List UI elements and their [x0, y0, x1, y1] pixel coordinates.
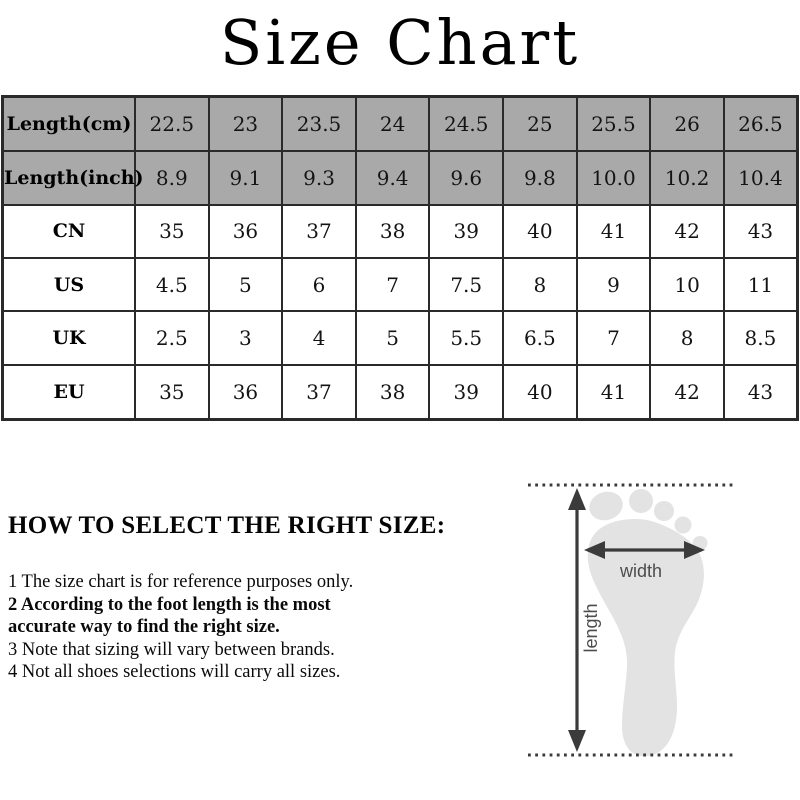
- how-to-heading: HOW TO SELECT THE RIGHT SIZE:: [8, 512, 446, 539]
- size-value-cell: 10.0: [575, 150, 652, 206]
- size-value-cell: 24.5: [428, 95, 505, 153]
- size-value-cell: 43: [722, 203, 799, 259]
- size-value-cell: 9.8: [502, 150, 578, 206]
- big-toe-shape: [589, 491, 623, 521]
- width-label: width: [619, 561, 662, 581]
- size-value-cell: 25.5: [575, 95, 652, 153]
- size-value-cell: 9.4: [354, 150, 431, 206]
- size-value-cell: 8: [502, 256, 578, 313]
- toe-shape: [654, 501, 674, 521]
- size-value-cell: 10.4: [722, 150, 799, 206]
- size-value-cell: 7: [354, 256, 431, 313]
- table-row: US 4.5 5 6 7 7.5 8 9 10 11: [1, 256, 799, 313]
- size-value-cell: 40: [502, 363, 578, 421]
- size-value-cell: 6: [281, 256, 357, 313]
- size-value-cell: 37: [281, 203, 357, 259]
- how-to-item-line: accurate way to find the right size.: [8, 617, 280, 637]
- how-to-item-line: 2 According to the foot length is the mo…: [8, 594, 331, 615]
- size-value-cell: 5: [354, 310, 431, 366]
- size-value-cell: 11: [722, 256, 799, 313]
- size-table-body: Length(cm) 22.5 23 23.5 24 24.5 25 25.5 26 26.5 Le…: [1, 95, 799, 421]
- foot-measurement-diagram: width length: [520, 460, 740, 800]
- toe-shape: [629, 489, 653, 513]
- row-label-cell: Length(cm): [1, 95, 136, 153]
- size-value-cell: 7: [575, 310, 652, 366]
- size-value-cell: 9.1: [207, 150, 284, 206]
- size-value-cell: 26: [649, 95, 725, 153]
- size-value-cell: 23: [207, 95, 284, 153]
- table-row: Length(cm) 22.5 23 23.5 24 24.5 25 25.5 26 26.5: [1, 95, 799, 153]
- width-arrow: [584, 541, 705, 559]
- how-to-item-line: 1 The size chart is for reference purpos…: [8, 572, 354, 592]
- size-value-cell: 38: [354, 363, 431, 421]
- size-value-cell: 26.5: [722, 95, 799, 153]
- size-value-cell: 5: [207, 256, 284, 313]
- size-value-cell: 38: [354, 203, 431, 259]
- size-value-cell: 4: [281, 310, 357, 366]
- row-label-cell: US: [1, 256, 136, 313]
- size-value-cell: 5.5: [428, 310, 505, 366]
- size-value-cell: 8.9: [134, 150, 210, 206]
- size-value-cell: 22.5: [134, 95, 210, 153]
- footprint-illustration: [587, 489, 708, 757]
- size-value-cell: 35: [134, 363, 210, 421]
- how-to-item: 2 According to the foot length is the mo…: [8, 594, 478, 639]
- row-label-cell: UK: [1, 310, 136, 366]
- size-value-cell: 8.5: [722, 310, 799, 366]
- table-row: Length(inch) 8.9 9.1 9.3 9.4 9.6 9.8 10.0 10.2 10…: [1, 150, 799, 206]
- size-value-cell: 37: [281, 363, 357, 421]
- size-value-cell: 10.2: [649, 150, 725, 206]
- size-value-cell: 39: [428, 363, 505, 421]
- size-value-cell: 10: [649, 256, 725, 313]
- how-to-list: 1 The size chart is for reference purpos…: [8, 571, 478, 684]
- table-row: EU 35 36 37 38 39 40 41 42 43: [1, 363, 799, 421]
- size-value-cell: 25: [502, 95, 578, 153]
- row-label-cell: CN: [1, 203, 136, 259]
- size-value-cell: 8: [649, 310, 725, 366]
- row-label-cell: Length(inch): [1, 150, 144, 206]
- row-label-cell: EU: [1, 363, 136, 421]
- toe-shape: [674, 516, 692, 534]
- size-value-cell: 24: [354, 95, 431, 153]
- length-arrow: [568, 488, 586, 752]
- size-value-cell: 43: [722, 363, 799, 421]
- page-title: Size Chart: [219, 6, 581, 79]
- size-value-cell: 36: [207, 363, 284, 421]
- size-value-cell: 41: [575, 363, 652, 421]
- how-to-item-line: 3 Note that sizing will vary between bra…: [8, 639, 335, 660]
- size-value-cell: 41: [575, 203, 652, 259]
- foot-diagram-svg: width length: [528, 483, 733, 757]
- table-row: CN 35 36 37 38 39 40 41 42 43: [1, 203, 799, 259]
- length-label: length: [581, 603, 601, 652]
- size-value-cell: 36: [207, 203, 284, 259]
- size-value-cell: 2.5: [134, 310, 210, 366]
- size-value-cell: 42: [649, 363, 725, 421]
- size-value-cell: 35: [134, 203, 210, 259]
- size-value-cell: 40: [502, 203, 578, 259]
- size-value-cell: 9.3: [281, 150, 357, 206]
- size-conversion-table: Length(cm) 22.5 23 23.5 24 24.5 25 25.5 26 26.5 Le…: [1, 95, 799, 421]
- size-value-cell: 3: [207, 310, 284, 366]
- how-to-item-line: 4 Not all shoes selections will carry al…: [8, 662, 341, 682]
- size-value-cell: 39: [428, 203, 505, 259]
- size-value-cell: 23.5: [281, 95, 357, 153]
- how-to-item: 1 The size chart is for reference purpos…: [8, 571, 478, 594]
- size-value-cell: 9.6: [428, 150, 505, 206]
- foot-sole-shape: [587, 519, 704, 757]
- how-to-item: 3 Note that sizing will vary between bra…: [8, 639, 478, 662]
- size-value-cell: 9: [575, 256, 652, 313]
- how-to-item: 4 Not all shoes selections will carry al…: [8, 661, 478, 684]
- how-to-section: HOW TO SELECT THE RIGHT SIZE: 1 The size…: [8, 512, 478, 684]
- table-row: UK 2.5 3 4 5 5.5 6.5 7 8 8.5: [1, 310, 799, 366]
- size-value-cell: 42: [649, 203, 725, 259]
- size-value-cell: 6.5: [502, 310, 578, 366]
- size-value-cell: 7.5: [428, 256, 505, 313]
- size-value-cell: 4.5: [134, 256, 210, 313]
